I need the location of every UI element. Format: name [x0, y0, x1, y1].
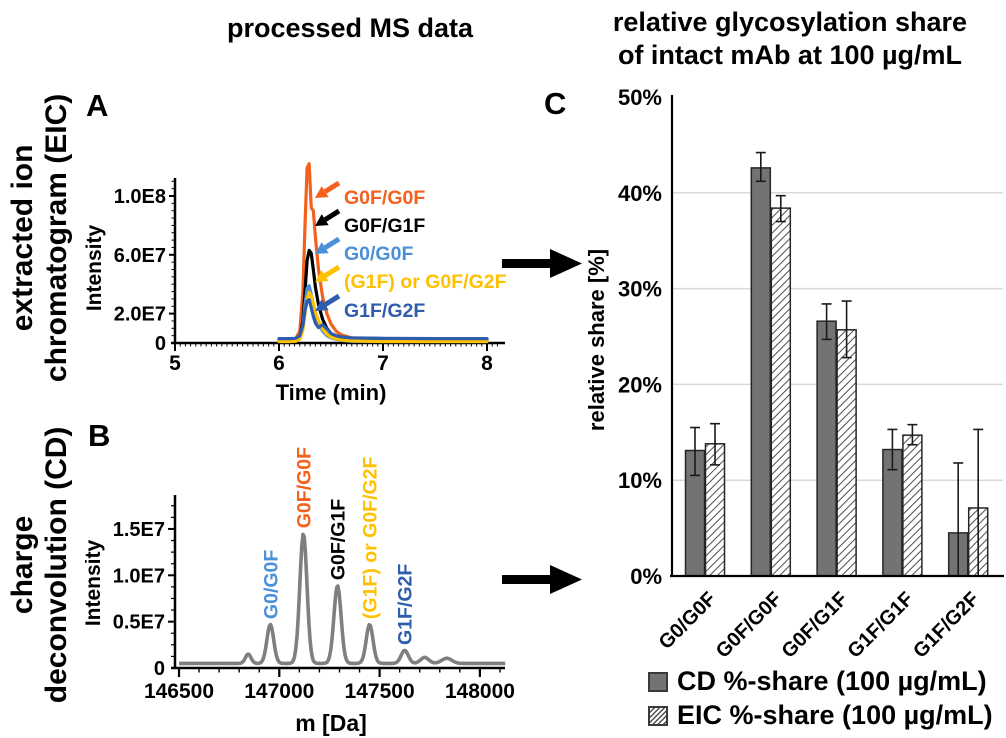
- cd-series-swatch-icon: [648, 671, 668, 692]
- cd-spectrum-trace: [178, 532, 506, 666]
- row-label-cd: charge deconvolution (CD): [6, 390, 74, 738]
- bar-category-label: G0/G0F: [655, 588, 721, 654]
- panel-a-label: A: [86, 88, 109, 123]
- cd-x-tick-label: 147500: [345, 680, 415, 703]
- annotation-arrowhead-icon: [315, 270, 329, 282]
- eic-peak-annotation: G1F/G2F: [344, 300, 425, 322]
- legend-item-eic: EIC %-share (100 µg/mL): [648, 700, 993, 731]
- annotation-arrowhead-icon: [315, 242, 329, 254]
- bar-y-tick-label: 30%: [618, 277, 662, 302]
- eic-y-tick-label: 1.0E8: [114, 186, 166, 208]
- cd-y-tick-label: 0: [154, 658, 165, 680]
- eic-bar: [902, 434, 923, 577]
- eic-y-tick-label: 6.0E7: [114, 245, 166, 267]
- eic-series-swatch-icon: [648, 705, 668, 726]
- cd-peak-annotation: G1F/G2F: [395, 564, 417, 645]
- cd-bar: [816, 320, 837, 577]
- bar-category-label: G1F/G2F: [909, 588, 984, 660]
- bar-category-label: G0F/G0F: [712, 588, 787, 660]
- cd-y-axis-title: Intensity: [85, 540, 105, 627]
- annotation-arrowhead-icon: [315, 214, 329, 226]
- eic-x-tick-label: 5: [169, 352, 181, 375]
- eic-y-tick-label: 0: [155, 333, 166, 355]
- cd-y-tick-label: 1.0E7: [113, 565, 165, 587]
- eic-trace: [277, 298, 489, 341]
- row-label-eic-line2: chromatogram (EIC): [40, 93, 73, 383]
- legend-label-cd: CD %-share (100 µg/mL): [677, 666, 987, 696]
- eic-chromatogram-chart: 5 6 7 8 0 2.0E7 6.0E7 1.0E8 Intensity Time (min) G…: [85, 162, 507, 405]
- cd-peak-annotation: G0F/G1F: [327, 499, 349, 580]
- cd-y-tick-label: 0.5E7: [113, 612, 165, 634]
- cd-x-tick-label: 147000: [244, 680, 314, 703]
- eic-peak-annotation: G0F/G1F: [344, 215, 425, 237]
- eic-y-tick-label: 2.0E7: [114, 304, 166, 326]
- cd-x-tick-label: 146500: [144, 680, 214, 703]
- charge-deconvolution-chart: 146500 147000 147500 148000 0 0.5E7 1.0E7 1.5E7…: [85, 447, 515, 736]
- bar-y-tick-label: 20%: [618, 372, 662, 397]
- cd-x-tick-label: 148000: [445, 680, 515, 703]
- bar-y-axis-title: relative share [%]: [584, 249, 609, 431]
- row-label-eic-line1: extracted ion: [6, 144, 40, 332]
- annotation-arrowhead-icon: [315, 186, 329, 198]
- cd-peak-annotation: G0/G0F: [260, 550, 282, 619]
- row-label-cd-line2: deconvolution (CD): [40, 426, 73, 704]
- bar-category-label: G0F/G1F: [778, 588, 853, 660]
- right-column-title-line2: of intact mAb at 100 µg/mL: [617, 39, 963, 70]
- row-label-cd-line1: charge: [6, 515, 40, 615]
- right-column-title-line1: relative glycosylation share: [612, 7, 968, 37]
- eic-y-axis-title: Intensity: [85, 225, 106, 312]
- right-column-title: relative glycosylation share of intact m…: [575, 6, 1005, 72]
- eic-peak-annotation: (G1F) or G0F/G2F: [344, 271, 507, 293]
- bar-y-tick-label: 0%: [630, 564, 662, 589]
- bar-y-tick-label: 50%: [618, 85, 662, 110]
- arrow-eic-to-bar-icon: [502, 249, 582, 278]
- arrow-cd-to-bar-icon: [502, 565, 582, 594]
- annotation-arrow-icon: [323, 180, 341, 194]
- eic-x-axis-title: Time (min): [276, 380, 387, 405]
- annotation-arrowhead-icon: [315, 299, 329, 311]
- cd-bar: [750, 167, 772, 577]
- row-label-eic: extracted ion chromatogram (EIC): [6, 83, 74, 393]
- legend-item-cd: CD %-share (100 µg/mL): [648, 666, 993, 697]
- annotation-arrow-icon: [323, 264, 341, 278]
- bar-category-label: G1F/G1F: [843, 588, 918, 660]
- eic-bar: [836, 329, 857, 577]
- eic-x-tick-label: 7: [377, 352, 389, 375]
- annotation-arrow-icon: [323, 293, 341, 307]
- annotation-arrow-icon: [323, 236, 341, 250]
- panel-b-label: B: [88, 418, 111, 453]
- panel-c-label: C: [544, 86, 567, 121]
- eic-x-tick-label: 8: [481, 352, 493, 375]
- eic-peak-annotation: G0F/G0F: [344, 187, 425, 209]
- cd-peak-annotation: (G1F) or G0F/G2F: [360, 456, 382, 619]
- annotation-arrow-icon: [323, 208, 341, 222]
- legend-label-eic: EIC %-share (100 µg/mL): [677, 700, 993, 730]
- cd-peak-annotation: G0F/G0F: [293, 447, 315, 528]
- eic-x-tick-label: 6: [273, 352, 285, 375]
- glycosylation-bar-chart: 0%10%20%30%40%50%G0/G0FG0F/G0FG0F/G1FG1F…: [584, 85, 1004, 660]
- legend: CD %-share (100 µg/mL) EIC %-share (100 …: [648, 666, 993, 734]
- eic-peak-annotation: G0/G0F: [344, 243, 413, 265]
- eic-bar: [770, 207, 792, 577]
- left-column-title: processed MS data: [226, 13, 474, 43]
- cd-y-tick-label: 1.5E7: [113, 519, 165, 541]
- cd-x-axis-title: m [Da]: [295, 710, 367, 736]
- bar-y-tick-label: 10%: [618, 468, 662, 493]
- bar-y-tick-label: 40%: [618, 181, 662, 206]
